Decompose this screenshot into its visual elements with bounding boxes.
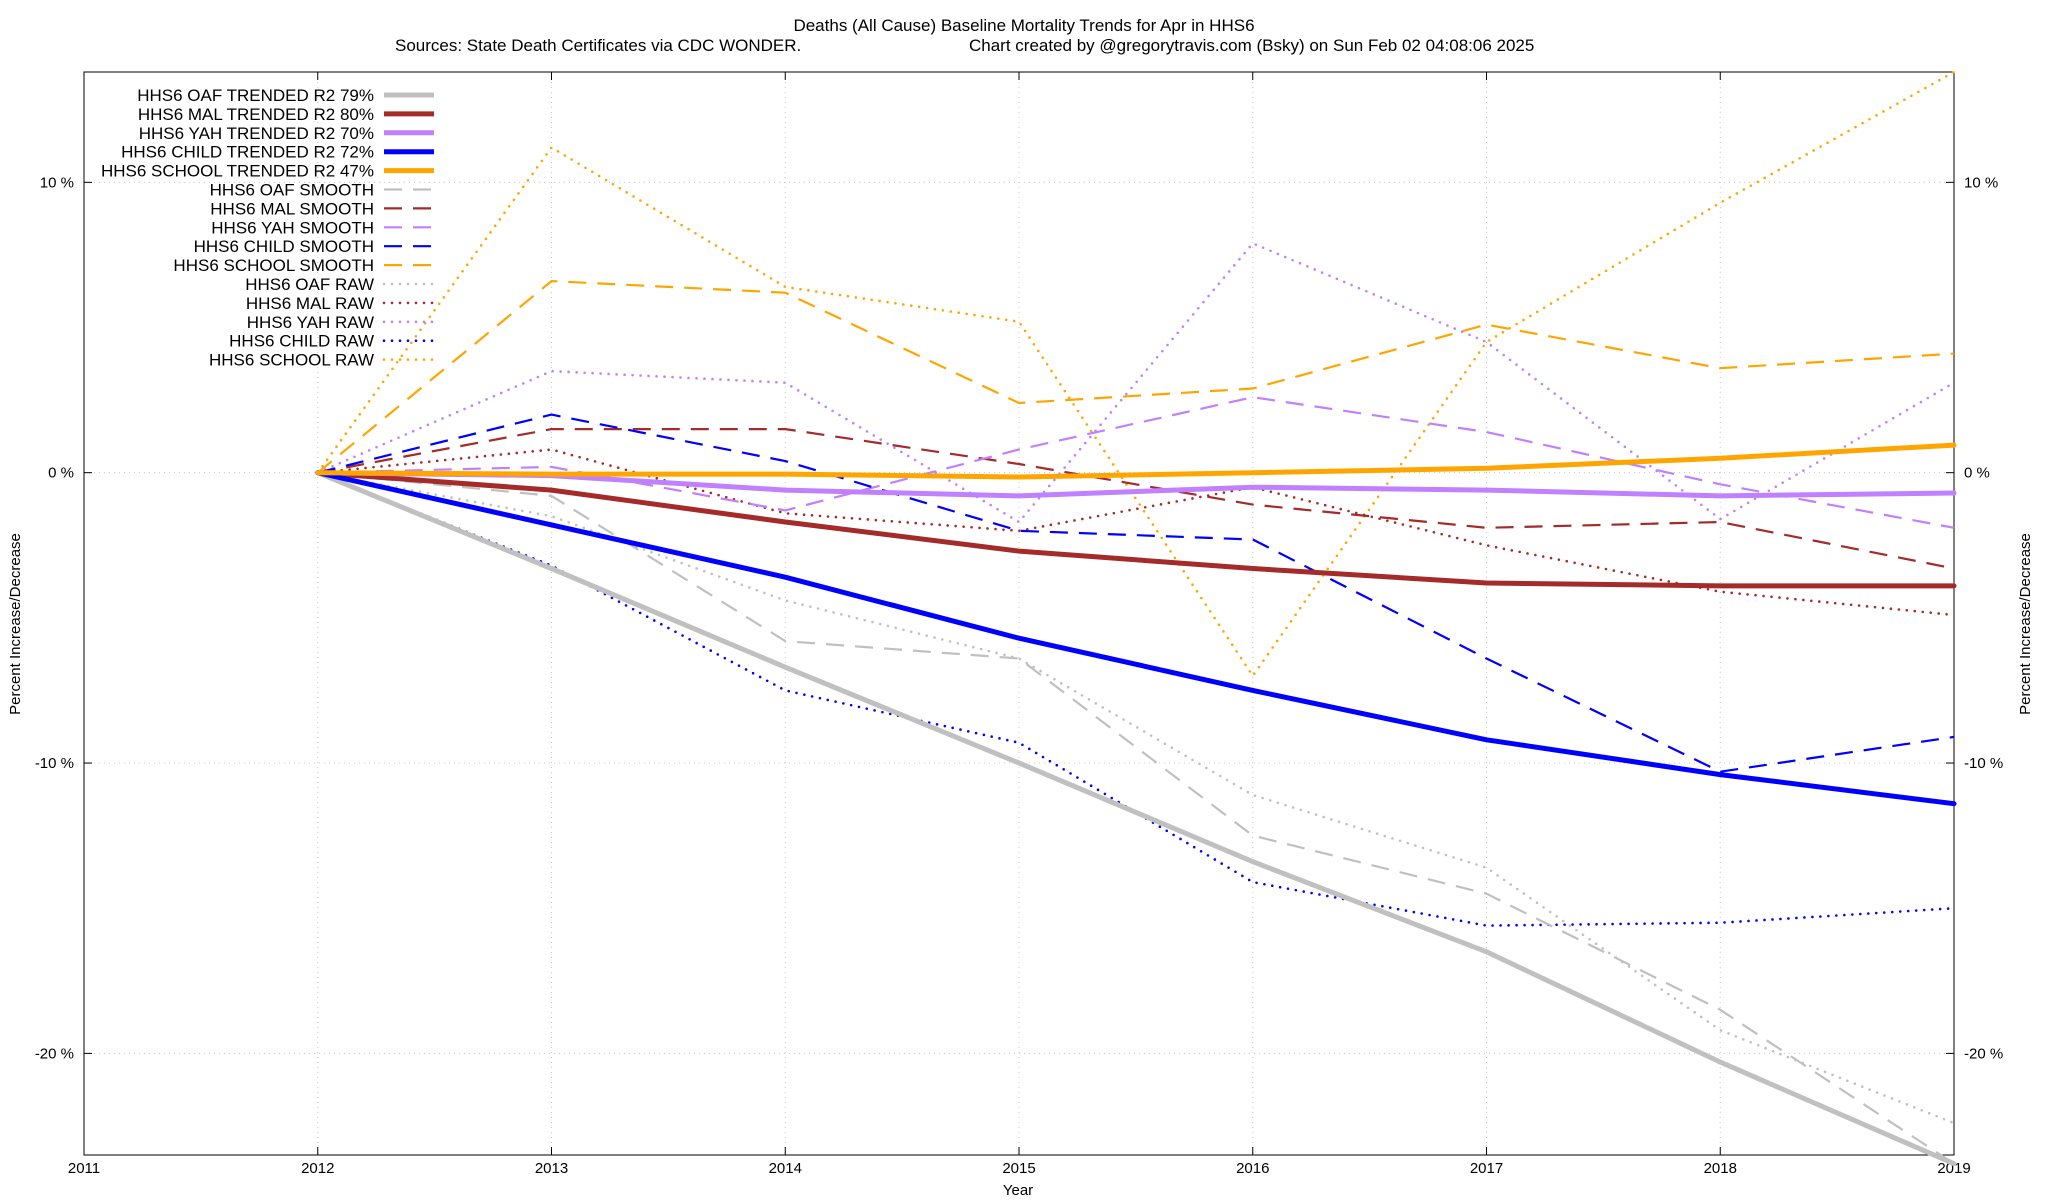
legend-label-hhs6-school-smooth: HHS6 SCHOOL SMOOTH [173, 256, 374, 275]
series-line-hhs6-mal-smooth [317, 428, 1955, 570]
series-line-hhs6-yah-trended-r2-70 [315, 470, 1957, 499]
chart-subtitle-source: Sources: State Death Certificates via CD… [395, 36, 801, 55]
x-axis-label: Year [1003, 1182, 1033, 1199]
axis-ticks: 2011 2012 2013 2014 2015 2016 2017 2018 2019 10 %… [35, 72, 2003, 1177]
y-tick-label-right-10: -10 % [1964, 755, 2003, 772]
series-line-hhs6-school-raw [316, 70, 1956, 678]
y-tick-label-left-10: -10 % [35, 755, 74, 772]
y-axis-label-left: Percent Increase/Decrease [7, 533, 24, 715]
series-line-hhs6-oaf-smooth [317, 471, 1955, 1165]
legend-label-hhs6-school-trended-r2-47: HHS6 SCHOOL TRENDED R2 47% [101, 162, 374, 181]
legend-label-hhs6-yah-raw: HHS6 YAH RAW [247, 313, 374, 332]
y-tick-label-right-10: 10 % [1964, 174, 1998, 191]
x-tick-label-2013: 2013 [535, 1160, 568, 1177]
series-line-hhs6-child-trended-r2-72 [315, 470, 1957, 807]
x-tick-label-2019: 2019 [1937, 1160, 1970, 1177]
x-tick-label-2012: 2012 [301, 1160, 334, 1177]
legend-label-hhs6-child-trended-r2-72: HHS6 CHILD TRENDED R2 72% [121, 143, 374, 162]
legend-label-hhs6-yah-smooth: HHS6 YAH SMOOTH [211, 218, 374, 237]
y-axis-label-right: Percent Increase/Decrease [2017, 533, 2034, 715]
y-tick-label-right-0: 0 % [1964, 465, 1990, 482]
series-line-hhs6-child-smooth [317, 413, 1955, 773]
x-tick-label-2016: 2016 [1236, 1160, 1269, 1177]
legend-label-hhs6-school-raw: HHS6 SCHOOL RAW [209, 351, 374, 370]
x-tick-label-2014: 2014 [769, 1160, 802, 1177]
y-tick-label-right-20: -20 % [1964, 1045, 2003, 1062]
series-line-hhs6-oaf-trended-r2-79 [315, 470, 1957, 1167]
legend-label-hhs6-oaf-trended-r2-79: HHS6 OAF TRENDED R2 79% [137, 86, 374, 105]
chart-subtitle-credit: Chart created by @gregorytravis.com (Bsk… [969, 36, 1534, 55]
legend-label-hhs6-yah-trended-r2-70: HHS6 YAH TRENDED R2 70% [139, 124, 374, 143]
series-lines [315, 70, 1957, 1167]
x-tick-label-2015: 2015 [1002, 1160, 1035, 1177]
series-line-hhs6-school-smooth [317, 280, 1955, 474]
series-line-hhs6-school-trended-r2-47 [315, 442, 1957, 480]
x-tick-label-2018: 2018 [1704, 1160, 1737, 1177]
legend-label-hhs6-child-raw: HHS6 CHILD RAW [229, 332, 374, 351]
y-tick-label-left-20: -20 % [35, 1045, 74, 1062]
chart-title: Deaths (All Cause) Baseline Mortality Tr… [793, 16, 1254, 35]
legend-label-hhs6-mal-trended-r2-80: HHS6 MAL TRENDED R2 80% [138, 105, 374, 124]
x-tick-label-2011: 2011 [68, 1160, 100, 1177]
legend-label-hhs6-mal-raw: HHS6 MAL RAW [246, 294, 374, 313]
series-line-hhs6-mal-trended-r2-80 [315, 470, 1957, 589]
x-tick-label-2017: 2017 [1470, 1160, 1503, 1177]
legend-label-hhs6-child-smooth: HHS6 CHILD SMOOTH [194, 237, 374, 256]
legend-label-hhs6-oaf-smooth: HHS6 OAF SMOOTH [210, 181, 374, 200]
y-tick-label-left-10: 10 % [40, 174, 74, 191]
legend-label-hhs6-mal-smooth: HHS6 MAL SMOOTH [210, 199, 374, 218]
legend: HHS6 OAF TRENDED R2 79%HHS6 MAL TRENDED … [101, 86, 436, 370]
legend-label-hhs6-oaf-raw: HHS6 OAF RAW [245, 275, 374, 294]
series-line-hhs6-yah-raw [316, 242, 1956, 524]
series-line-hhs6-oaf-raw [316, 471, 1956, 1125]
y-tick-label-left-0: 0 % [48, 465, 74, 482]
